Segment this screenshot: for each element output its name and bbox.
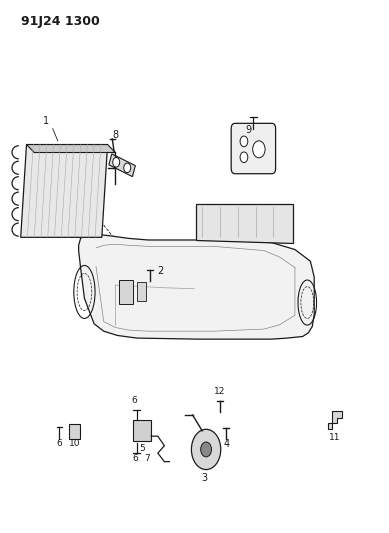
Text: 6: 6 (132, 454, 138, 463)
Text: 6: 6 (132, 397, 137, 405)
Text: 7: 7 (144, 454, 150, 463)
Circle shape (201, 442, 212, 457)
Text: 6: 6 (56, 439, 62, 448)
Text: 1: 1 (43, 116, 49, 126)
Circle shape (253, 141, 265, 158)
Text: 91J24 1300: 91J24 1300 (21, 14, 100, 28)
Circle shape (240, 152, 248, 163)
Text: 5: 5 (139, 444, 145, 453)
Bar (119, 280, 133, 304)
Text: 2: 2 (157, 266, 163, 276)
Bar (137, 282, 146, 301)
FancyBboxPatch shape (231, 123, 276, 174)
Polygon shape (79, 233, 314, 339)
Bar (69, 424, 80, 439)
Text: 4: 4 (223, 439, 229, 449)
Polygon shape (328, 411, 342, 429)
Polygon shape (109, 154, 135, 176)
Text: 12: 12 (214, 387, 225, 396)
Text: 11: 11 (329, 433, 341, 442)
Text: 9: 9 (245, 125, 252, 135)
Bar (133, 420, 151, 441)
Text: 10: 10 (68, 439, 80, 448)
Circle shape (240, 136, 248, 147)
Circle shape (113, 157, 120, 167)
Polygon shape (196, 204, 293, 243)
Circle shape (124, 163, 131, 173)
Circle shape (191, 429, 221, 470)
Text: 3: 3 (201, 473, 207, 483)
Polygon shape (26, 144, 115, 152)
Polygon shape (21, 144, 108, 237)
Text: 8: 8 (112, 130, 118, 140)
